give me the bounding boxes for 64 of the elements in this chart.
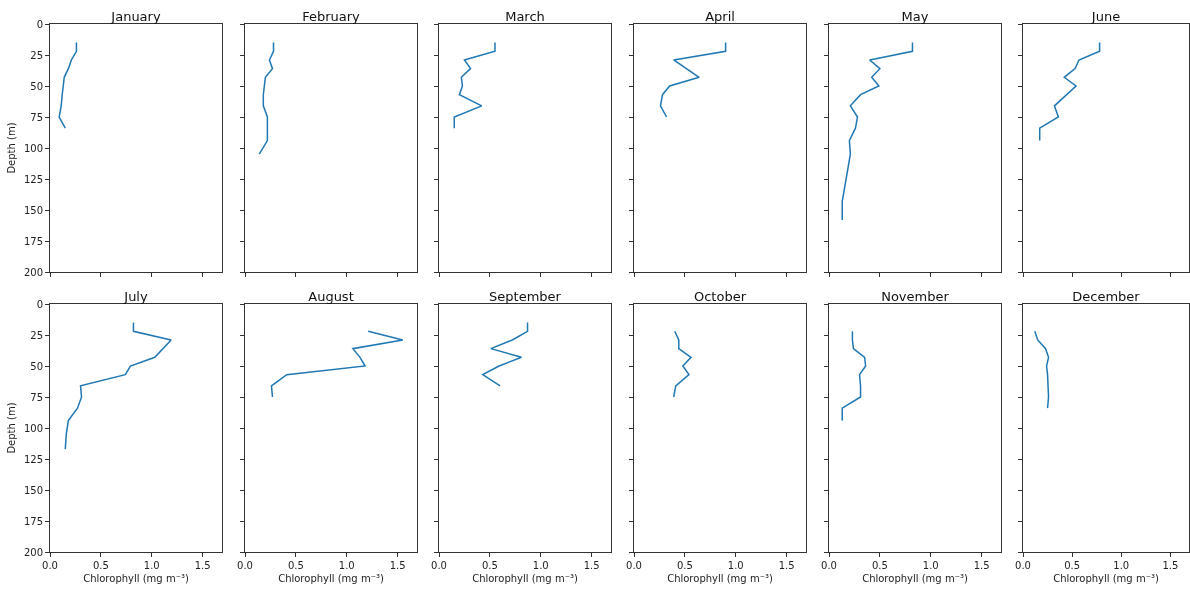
- y-tick-label: 100: [23, 142, 43, 154]
- x-axis-title: Chlorophyll (mg m⁻³): [1053, 572, 1159, 584]
- y-axis-title: Depth (m): [5, 402, 17, 454]
- line-series: [64, 321, 172, 450]
- y-tick-label: 50: [30, 80, 43, 92]
- x-tick-label: 0.0: [1015, 560, 1031, 571]
- y-tick-label: 150: [23, 204, 43, 216]
- y-tick-label: 175: [23, 235, 43, 247]
- y-tick-label: 75: [30, 391, 43, 403]
- chart-title: January: [110, 9, 161, 24]
- chart-title: October: [693, 289, 747, 304]
- x-axis-title: Chlorophyll (mg m⁻³): [667, 572, 773, 584]
- x-tick-label: 0.5: [92, 560, 109, 571]
- y-tick-label: 25: [30, 329, 43, 341]
- x-tick-label: 1.0: [922, 560, 939, 571]
- chart-title: June: [1090, 9, 1121, 24]
- chart-title: July: [123, 289, 148, 304]
- line-series: [58, 41, 78, 129]
- x-tick-label: 1.0: [143, 560, 160, 571]
- x-tick-label: 0.5: [676, 560, 693, 571]
- x-tick-label: 1.5: [973, 560, 990, 571]
- y-tick-label: 200: [23, 546, 43, 558]
- chart-title: May: [901, 9, 929, 24]
- x-tick-label: 0.0: [237, 560, 253, 571]
- chart-title: August: [308, 289, 354, 304]
- chart-title: April: [705, 9, 735, 24]
- x-tick-label: 1.0: [532, 560, 549, 571]
- x-tick-label: 1.0: [727, 560, 744, 571]
- chart-title: March: [505, 9, 545, 24]
- x-axis-title: Chlorophyll (mg m⁻³): [83, 572, 189, 584]
- chart-title: September: [489, 289, 562, 304]
- x-tick-label: 0.5: [871, 560, 888, 571]
- y-tick-label: 125: [23, 173, 43, 185]
- y-tick-label: 75: [30, 111, 43, 123]
- chart-title: November: [881, 289, 950, 304]
- y-axis-title: Depth (m): [5, 122, 17, 174]
- x-tick-label: 0.0: [821, 560, 837, 571]
- x-tick-label: 1.5: [1162, 560, 1179, 571]
- y-tick-label: 100: [23, 422, 43, 434]
- x-axis-title: Chlorophyll (mg m⁻³): [472, 572, 578, 584]
- y-tick-label: 200: [23, 266, 43, 278]
- x-tick-label: 1.5: [778, 560, 795, 571]
- x-tick-label: 1.5: [389, 560, 406, 571]
- chart-title: December: [1072, 289, 1141, 304]
- x-axis-title: Chlorophyll (mg m⁻³): [278, 572, 384, 584]
- x-tick-label: 0.5: [1064, 560, 1081, 571]
- x-tick-label: 1.5: [194, 560, 211, 571]
- y-tick-label: 175: [23, 515, 43, 527]
- y-tick-label: 125: [23, 453, 43, 465]
- x-tick-label: 0.5: [287, 560, 304, 571]
- x-tick-label: 1.0: [1113, 560, 1130, 571]
- chart-title: February: [302, 9, 361, 24]
- x-tick-label: 0.0: [42, 560, 58, 571]
- x-axis-title: Chlorophyll (mg m⁻³): [862, 572, 968, 584]
- y-tick-label: 0: [36, 18, 43, 30]
- y-tick-label: 150: [23, 484, 43, 496]
- x-tick-label: 0.0: [431, 560, 447, 571]
- x-tick-label: 0.0: [626, 560, 642, 571]
- y-tick-label: 25: [30, 49, 43, 61]
- x-tick-label: 1.0: [338, 560, 355, 571]
- x-tick-label: 1.5: [583, 560, 600, 571]
- x-tick-label: 0.5: [481, 560, 498, 571]
- y-tick-label: 50: [30, 360, 43, 372]
- y-tick-label: 0: [36, 298, 43, 310]
